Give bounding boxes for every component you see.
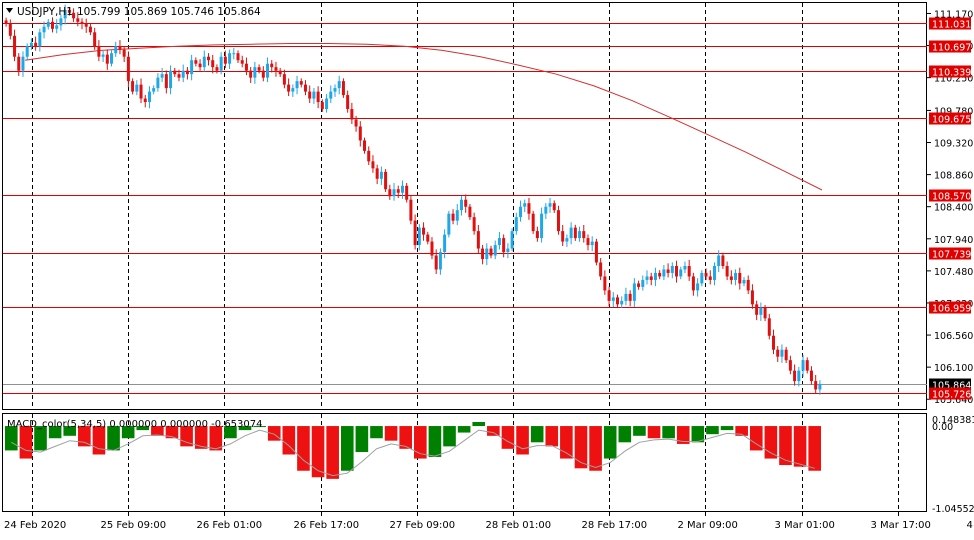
ask-price-label: 105.726 xyxy=(932,390,971,401)
macd-bar xyxy=(356,426,369,452)
macd-bar xyxy=(93,426,106,454)
macd-bar xyxy=(560,426,573,458)
macd-bar xyxy=(589,426,602,471)
macd-bar xyxy=(487,426,500,436)
macd-bar xyxy=(765,426,778,458)
time-axis[interactable]: 24 Feb 2020 25 Feb 09:00 26 Feb 01:00 26 Fe… xyxy=(4,512,974,531)
candle xyxy=(595,239,598,266)
macd-bar xyxy=(633,426,646,436)
macd-tick-label: -1.045525 xyxy=(932,504,974,515)
macd-bar xyxy=(326,426,339,479)
macd-bar xyxy=(312,426,325,477)
level-price-label: 108.570 xyxy=(932,192,971,203)
level-price-label: 107.739 xyxy=(932,250,971,261)
macd-bar xyxy=(370,426,383,438)
macd-bar xyxy=(662,426,675,438)
candle xyxy=(384,169,387,192)
time-label: 26 Feb 17:00 xyxy=(294,520,360,531)
macd-bar xyxy=(779,426,792,465)
time-label: 3 Mar 01:00 xyxy=(775,520,835,531)
macd-tick-label: 0.00 xyxy=(932,422,953,433)
level-price-label: 106.959 xyxy=(932,304,971,315)
price-tick-label: 106.100 xyxy=(934,363,973,374)
time-label: 25 Feb 09:00 xyxy=(101,520,167,531)
price-axis[interactable]: 111.170110.710110.250109.780109.320108.8… xyxy=(927,9,973,406)
price-tick-label: 107.480 xyxy=(934,267,973,278)
time-label: 28 Feb 17:00 xyxy=(582,520,648,531)
macd-bar xyxy=(808,426,821,471)
macd-bar xyxy=(516,426,529,454)
macd-bar xyxy=(706,426,719,434)
macd-bar xyxy=(575,426,588,468)
macd-bar xyxy=(721,426,734,430)
macd-bar xyxy=(545,426,558,446)
ohlc-values: 105.799 105.869 105.746 105.864 xyxy=(77,6,261,18)
macd-bar xyxy=(341,426,354,471)
symbol-timeframe: USDJPY,H1 xyxy=(17,6,73,18)
time-label: 28 Feb 01:00 xyxy=(486,520,552,531)
time-label: 27 Feb 09:00 xyxy=(390,520,456,531)
macd-bar xyxy=(648,426,661,438)
price-tick-label: 108.860 xyxy=(934,171,973,182)
price-tick-label: 106.560 xyxy=(934,331,973,342)
price-tick-label: 107.940 xyxy=(934,235,973,246)
level-price-label: 111.031 xyxy=(932,20,971,31)
macd-bar xyxy=(619,426,632,442)
macd-bar xyxy=(604,426,617,458)
time-label: 26 Feb 01:00 xyxy=(197,520,263,531)
time-label: 24 Feb 2020 xyxy=(4,520,66,531)
candle xyxy=(511,228,514,251)
candle xyxy=(342,78,345,98)
macd-bar xyxy=(458,426,471,432)
macd-bar xyxy=(443,426,456,446)
time-label: 2 Mar 09:00 xyxy=(678,520,738,531)
level-price-label: 110.697 xyxy=(932,43,971,54)
level-price-label: 110.339 xyxy=(932,68,971,79)
candle xyxy=(447,211,450,238)
macd-bar xyxy=(531,426,544,442)
macd-bar xyxy=(429,426,442,457)
candle xyxy=(405,183,408,203)
macd-bar xyxy=(794,426,807,467)
candle xyxy=(532,211,535,234)
chart-header: USDJPY,H1 105.799 105.869 105.746 105.86… xyxy=(6,6,261,18)
time-label: 4 Mar 09:00 xyxy=(967,520,974,531)
time-label: 3 Mar 17:00 xyxy=(871,520,931,531)
price-tick-label: 108.400 xyxy=(934,203,973,214)
macd-label: MACD_color(5,34,5) 0.000000 0.000000 -0.… xyxy=(7,419,263,430)
macd-bar xyxy=(472,422,485,426)
macd-bar xyxy=(502,426,515,449)
macd-bar xyxy=(297,426,310,471)
macd-bar xyxy=(20,426,33,458)
macd-bar xyxy=(385,426,398,441)
price-tick-label: 109.320 xyxy=(934,139,973,150)
level-price-label: 109.675 xyxy=(932,115,971,126)
